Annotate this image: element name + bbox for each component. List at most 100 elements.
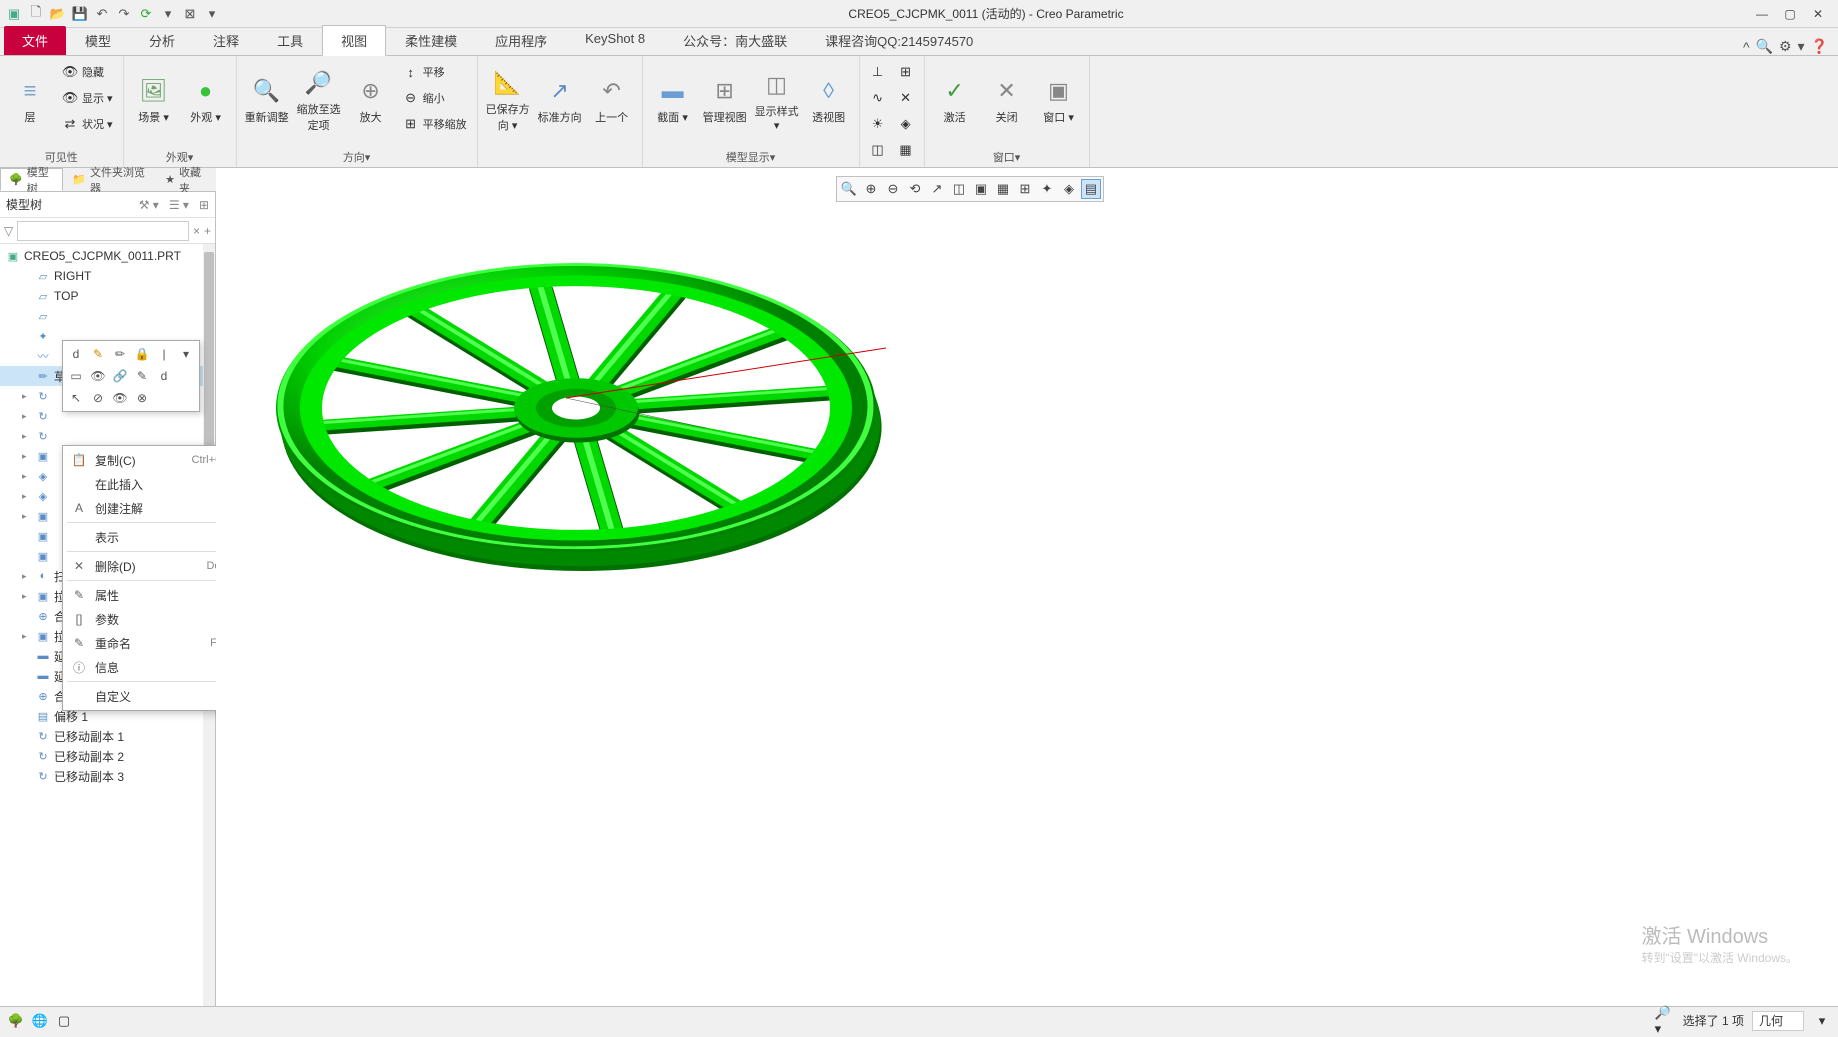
new-icon[interactable]: 🗋	[26, 4, 46, 24]
sb-web-icon[interactable]: 🌐	[30, 1011, 50, 1031]
app-icon[interactable]: ▣	[4, 4, 24, 24]
undo-icon[interactable]: ↶	[92, 4, 112, 24]
ribbon-button[interactable]: ↗标准方向	[536, 60, 584, 140]
settings-icon[interactable]: ⚙	[1779, 38, 1792, 55]
context-menu-item[interactable]: ✎属性	[63, 583, 231, 607]
minimize-button[interactable]: —	[1750, 5, 1774, 23]
view-toolbar-button[interactable]: ◈	[1059, 179, 1079, 199]
ribbon-button-small[interactable]: ↕平移	[399, 60, 471, 84]
ribbon-button[interactable]: 📐已保存方向 ▾	[484, 60, 532, 140]
selection-filter[interactable]: 几何	[1752, 1011, 1804, 1031]
search-icon[interactable]: 🔍	[1756, 38, 1773, 55]
view-toolbar-button[interactable]: ⟲	[905, 179, 925, 199]
ribbon-tab[interactable]: 柔性建模	[386, 25, 476, 55]
view-toolbar-button[interactable]: ▤	[1081, 179, 1101, 199]
mini-pen2-icon[interactable]: ✎	[133, 367, 151, 385]
view-toolbar-button[interactable]: ⊕	[861, 179, 881, 199]
tree-item[interactable]: ▱TOP	[0, 286, 215, 306]
context-menu-item[interactable]: 📋复制(C)Ctrl+C	[63, 448, 231, 472]
mini-pen-icon[interactable]: ✏	[111, 345, 129, 363]
save-icon[interactable]: 💾	[70, 4, 90, 24]
mini-eye-icon[interactable]: 👁	[89, 367, 107, 385]
ribbon-button-small[interactable]: ◈	[894, 112, 918, 136]
ribbon-button-small[interactable]: 👁显示 ▾	[58, 86, 117, 110]
ribbon-tab[interactable]: KeyShot 8	[566, 25, 664, 55]
tree-search-input[interactable]	[17, 221, 189, 241]
view-toolbar-button[interactable]: ◫	[949, 179, 969, 199]
mini-brush-icon[interactable]: ✎	[89, 345, 107, 363]
ribbon-button[interactable]: 🖼场景 ▾	[130, 60, 178, 140]
ribbon-button[interactable]: ✕关闭	[983, 60, 1031, 140]
mini-dim-icon[interactable]: d	[67, 345, 85, 363]
ribbon-button-small[interactable]: ☀	[866, 112, 890, 136]
qat-more-icon[interactable]: ▾	[202, 4, 222, 24]
context-menu-item[interactable]: 表示▸	[63, 525, 231, 549]
view-toolbar-button[interactable]: ▣	[971, 179, 991, 199]
close-button[interactable]: ✕	[1806, 5, 1830, 23]
collapse-ribbon-icon[interactable]: ^	[1743, 39, 1750, 55]
add-icon[interactable]: +	[204, 224, 211, 238]
view-toolbar-button[interactable]: ⊖	[883, 179, 903, 199]
sb-filter-dropdown[interactable]: ▾	[1812, 1011, 1832, 1031]
filter-icon[interactable]: ▽	[4, 224, 13, 238]
tree-root[interactable]: ▣ CREO5_CJCPMK_0011.PRT	[0, 246, 215, 266]
open-icon[interactable]: 📂	[48, 4, 68, 24]
ribbon-button[interactable]: ⊞管理视图	[701, 60, 749, 140]
ribbon-button[interactable]: ▬截面 ▾	[649, 60, 697, 140]
mini-iso-icon[interactable]: ⊗	[133, 389, 151, 407]
regen-icon[interactable]: ⟳	[136, 4, 156, 24]
ribbon-button-small[interactable]: ⊥	[866, 60, 890, 84]
ribbon-button[interactable]: 🔍重新调整	[243, 60, 291, 140]
ribbon-tab[interactable]: 应用程序	[476, 25, 566, 55]
ribbon-tab[interactable]: 模型	[66, 25, 130, 55]
view-toolbar-button[interactable]: ↗	[927, 179, 947, 199]
ribbon-button-small[interactable]: ◫	[866, 138, 890, 162]
tab-favorites[interactable]: ★收藏夹	[156, 168, 216, 191]
tree-item[interactable]: ▱RIGHT	[0, 266, 215, 286]
view-toolbar-button[interactable]: ▦	[993, 179, 1013, 199]
canvas-3d[interactable]: 🔍⊕⊖⟲↗◫▣▦⊞✦◈▤ 激活 Windows 转到"设置"以激活 Window…	[216, 168, 1838, 1006]
ribbon-button-small[interactable]: ⊞	[894, 60, 918, 84]
ribbon-button[interactable]: ◫显示样式 ▾	[753, 60, 801, 140]
ribbon-tab[interactable]: 课程咨询QQ:2145974570	[806, 25, 992, 55]
ribbon-button[interactable]: ≡层	[6, 60, 54, 140]
ribbon-button[interactable]: ✓激活	[931, 60, 979, 140]
ribbon-button-small[interactable]: ✕	[894, 86, 918, 110]
tree-item[interactable]: ↻已移动副本 3	[0, 766, 215, 786]
ribbon-tab[interactable]: 公众号：南大盛联	[664, 25, 806, 55]
context-menu-item[interactable]: A创建注解▸	[63, 496, 231, 520]
ribbon-button[interactable]: ↶上一个	[588, 60, 636, 140]
tree-item[interactable]: ▸↻	[0, 426, 215, 446]
ribbon-tab[interactable]: 注释	[194, 25, 258, 55]
view-toolbar-button[interactable]: ✦	[1037, 179, 1057, 199]
maximize-button[interactable]: ▢	[1778, 5, 1802, 23]
ribbon-tab[interactable]: 视图	[322, 25, 386, 56]
help-icon[interactable]: ❓	[1811, 38, 1828, 55]
mini-lock-icon[interactable]: 🔒	[133, 345, 151, 363]
mini-link-icon[interactable]: 🔗	[111, 367, 129, 385]
tree-options[interactable]: ⚒ ▾ ☰ ▾ ⊞	[139, 198, 209, 212]
dropdown-icon[interactable]: ▾	[1798, 38, 1805, 55]
ribbon-button[interactable]: ⊕放大	[347, 60, 395, 140]
ribbon-button-small[interactable]: 👁隐藏	[58, 60, 117, 84]
tab-model-tree[interactable]: 🌳模型树	[0, 168, 63, 191]
mini-show-icon[interactable]: 👁	[111, 389, 129, 407]
clear-icon[interactable]: ×	[193, 224, 200, 238]
context-menu-item[interactable]: 自定义	[63, 684, 231, 708]
ribbon-button[interactable]: ●外观 ▾	[182, 60, 230, 140]
file-tab[interactable]: 文件	[4, 26, 66, 55]
view-toolbar-button[interactable]: ⊞	[1015, 179, 1035, 199]
view-toolbar-button[interactable]: 🔍	[839, 179, 859, 199]
context-menu-item[interactable]: ⓘ信息▸	[63, 655, 231, 679]
mini-hide-icon[interactable]: ⊘	[89, 389, 107, 407]
mini-pick-icon[interactable]: ↖	[67, 389, 85, 407]
sb-box-icon[interactable]: ▢	[54, 1011, 74, 1031]
ribbon-button-small[interactable]: ∿	[866, 86, 890, 110]
tree-item[interactable]: ↻已移动副本 2	[0, 746, 215, 766]
context-menu-item[interactable]: []参数	[63, 607, 231, 631]
sb-tree-icon[interactable]: 🌳	[6, 1011, 26, 1031]
ribbon-button-small[interactable]: ⊞平移缩放	[399, 112, 471, 136]
mini-more-icon[interactable]: ▾	[177, 345, 195, 363]
ribbon-button[interactable]: 🔎缩放至选定项	[295, 60, 343, 140]
close-win-icon[interactable]: ⊠	[180, 4, 200, 24]
